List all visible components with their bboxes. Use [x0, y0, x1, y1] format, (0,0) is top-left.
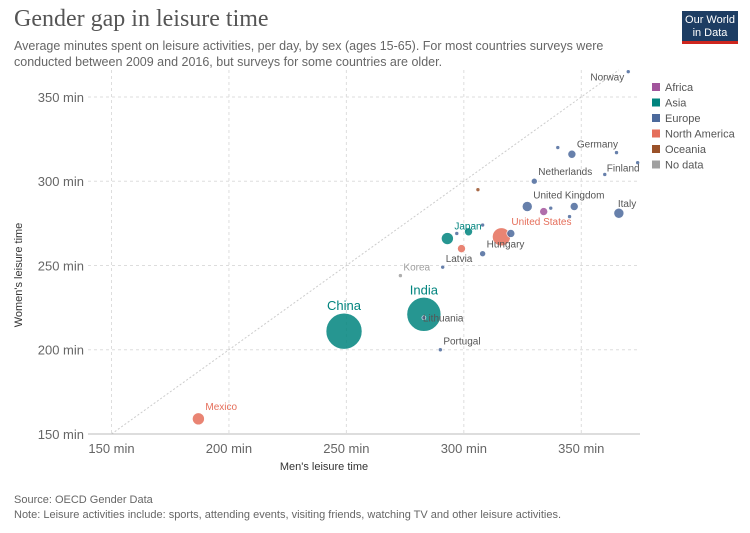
leisure-note: Note: Leisure activities include: sports… — [14, 509, 562, 521]
data-point[interactable] — [441, 232, 454, 245]
legend-label[interactable]: Europe — [665, 113, 700, 125]
axes: 150 min 200 min 250 min 300 min 350 min 150 m… — [38, 90, 640, 456]
x-axis-label: Men's leisure time — [280, 461, 368, 473]
y-tick-label: 300 min — [38, 174, 84, 189]
data-point[interactable] — [613, 207, 625, 219]
point-label: Finland — [607, 163, 640, 174]
point-label: Norway — [590, 73, 624, 84]
data-point[interactable] — [464, 227, 473, 237]
data-point[interactable] — [567, 149, 577, 159]
point-label: United States — [511, 217, 571, 228]
point-label: United Kingdom — [533, 191, 604, 202]
equality-line — [111, 69, 620, 435]
data-point[interactable] — [479, 250, 486, 257]
legend-swatch — [652, 83, 660, 91]
data-point[interactable] — [406, 297, 442, 332]
logo-line-2: in Data — [692, 27, 728, 39]
legend-swatch — [652, 129, 660, 138]
data-point[interactable] — [438, 347, 443, 353]
point-label: China — [327, 298, 362, 313]
point-label: Italy — [618, 199, 636, 210]
legend-swatch — [652, 160, 660, 169]
legend-swatch — [652, 114, 660, 122]
point-label: Lithuania — [423, 314, 464, 325]
x-tick-label: 300 min — [441, 441, 487, 456]
y-tick-label: 150 min — [38, 427, 84, 442]
logo-line-1: Our World — [685, 14, 735, 26]
legend-label[interactable]: North America — [665, 129, 736, 141]
data-point[interactable] — [521, 201, 533, 212]
data-point[interactable] — [539, 207, 548, 216]
data-point[interactable] — [506, 229, 516, 238]
chart-subtitle: Average minutes spent on leisure activit… — [14, 39, 604, 69]
legend-swatch — [652, 98, 660, 107]
legend-label[interactable]: Africa — [665, 82, 694, 94]
data-point[interactable] — [325, 312, 363, 350]
data-point[interactable] — [457, 244, 466, 253]
data-point[interactable] — [567, 214, 572, 219]
data-point[interactable] — [440, 264, 445, 270]
data-point[interactable] — [475, 187, 481, 192]
legend-label[interactable]: Asia — [665, 98, 687, 110]
point-label: India — [410, 282, 439, 297]
point-label: Mexico — [205, 402, 237, 413]
y-axis-label: Women's leisure time — [13, 223, 25, 328]
x-tick-label: 350 min — [558, 441, 604, 456]
data-point[interactable] — [421, 315, 427, 321]
legend-label[interactable]: Oceania — [665, 144, 707, 156]
y-tick-label: 350 min — [38, 90, 84, 105]
our-world-in-data-logo[interactable]: Our World in Data — [682, 11, 738, 44]
data-point[interactable] — [602, 172, 608, 177]
point-label: Latvia — [446, 254, 473, 265]
point-label: Portugal — [443, 337, 480, 348]
data-point[interactable] — [480, 222, 485, 228]
data-point[interactable] — [454, 231, 460, 236]
grid-lines — [88, 69, 640, 435]
chart-title: Gender gap in leisure time — [14, 6, 269, 32]
legend-label[interactable]: No data — [665, 160, 704, 172]
data-point[interactable] — [625, 69, 631, 74]
footer: Source: OECD Gender Data Note: Leisure a… — [14, 493, 561, 523]
logo-accent-bar — [682, 41, 738, 44]
legend-swatch — [652, 145, 660, 153]
point-label: Korea — [403, 263, 430, 274]
y-tick-label: 200 min — [38, 343, 84, 358]
data-point[interactable] — [548, 205, 554, 211]
legend: Africa Asia Europe North America Oceania No d… — [652, 82, 736, 172]
x-tick-label: 150 min — [88, 441, 134, 456]
source-note: Source: OECD Gender Data — [14, 494, 153, 506]
data-point[interactable] — [569, 202, 579, 211]
point-label: Germany — [577, 139, 618, 150]
x-tick-label: 200 min — [206, 441, 252, 456]
data-point[interactable] — [530, 177, 538, 185]
y-tick-label: 250 min — [38, 258, 84, 273]
data-point[interactable] — [635, 160, 640, 165]
data-point[interactable] — [555, 145, 561, 150]
point-labels: Norway Germany Finland Netherlands United Ki… — [205, 73, 639, 413]
data-point[interactable] — [192, 412, 205, 426]
point-label: Japan — [454, 222, 481, 233]
point-label: Hungary — [487, 240, 525, 251]
point-label: Netherlands — [538, 167, 592, 178]
data-points — [192, 69, 640, 426]
data-point[interactable] — [398, 273, 403, 278]
x-tick-label: 250 min — [323, 441, 369, 456]
data-point[interactable] — [614, 150, 619, 155]
